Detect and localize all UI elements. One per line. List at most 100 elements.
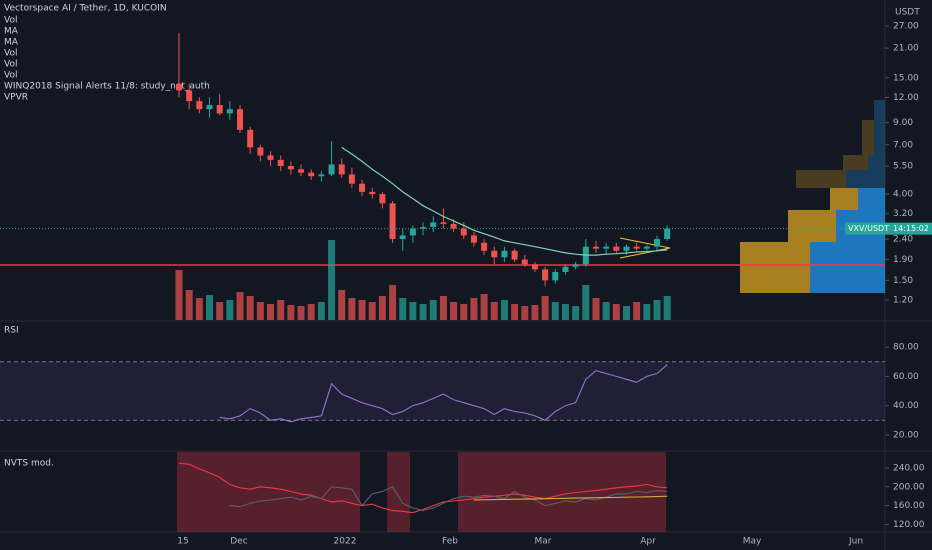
candle-body [603, 246, 610, 249]
candle-body [460, 228, 467, 236]
volume-bar [297, 306, 305, 320]
x-tick-label: Mar [535, 537, 552, 547]
volume-bar [511, 304, 519, 320]
candle-body [653, 239, 660, 247]
candle-body [338, 164, 345, 175]
pane-title: NVTS mod. [4, 459, 54, 469]
price-symbol: VXV/USDT [848, 224, 889, 233]
candle-body [389, 203, 396, 240]
volume-bar [185, 290, 193, 320]
candle-body [267, 155, 274, 160]
candle-body [440, 222, 447, 224]
volume-bar [409, 302, 417, 320]
volume-bar [399, 298, 407, 320]
candle-body [226, 109, 233, 114]
candle-body [430, 222, 437, 228]
volume-bar [460, 304, 468, 320]
volume-bar [622, 306, 630, 320]
candle-body [420, 227, 427, 229]
candle-body [186, 90, 193, 102]
chart-title: Vectorspace AI / Tether, 1D, KUCOIN [4, 4, 167, 14]
volume-bar [500, 300, 508, 320]
y-tick-label: 21.00 [893, 44, 919, 54]
candle-body [542, 269, 549, 281]
pane-title: RSI [4, 326, 19, 336]
rsi-band [0, 361, 885, 421]
legend-entry: MA [4, 38, 19, 48]
legend-entry: Vol [4, 16, 17, 26]
volume-bar [236, 292, 244, 320]
candle-body [572, 264, 579, 267]
candle-body [328, 164, 335, 175]
vpvr-down [810, 242, 885, 293]
candle-body [257, 147, 264, 156]
candle-body [521, 259, 528, 265]
vpvr-down [868, 155, 885, 170]
y-tick-label: 80.00 [893, 343, 919, 353]
volume-bar [633, 302, 641, 320]
legend-entry: Vol [4, 49, 17, 59]
x-tick-label: Jun [848, 537, 863, 547]
volume-bar [541, 296, 549, 320]
moving-average [341, 146, 668, 256]
nvts-region [387, 452, 410, 532]
volume-bar [521, 306, 529, 320]
vpvr [740, 100, 885, 293]
vpvr-up [830, 188, 858, 210]
price-countdown: 14:15:02 [893, 224, 929, 233]
volume-bar [450, 302, 458, 320]
vpvr-up [740, 242, 810, 293]
vpvr-down [874, 100, 885, 155]
legend-entry: Vol [4, 71, 17, 81]
candle-body [491, 250, 498, 258]
y-tick-label: 12.00 [893, 93, 919, 103]
volume-bar [328, 240, 336, 320]
nvts-region [177, 452, 360, 532]
x-tick-label: 15 [177, 537, 188, 547]
candle-body [409, 228, 416, 236]
x-tick-label: Apr [640, 537, 656, 547]
candle-body [359, 183, 366, 192]
candle-body [237, 109, 244, 130]
vpvr-up [796, 170, 846, 188]
indicator-line [229, 486, 668, 511]
volume-bar [246, 296, 254, 320]
y-tick-label: 9.00 [893, 118, 913, 128]
candle-body [481, 242, 488, 251]
y-tick-label: 5.50 [893, 162, 913, 172]
y-tick-label: 120.00 [893, 520, 925, 530]
candle-body [562, 266, 569, 272]
volume-bar [348, 298, 356, 320]
volume-bar [216, 302, 224, 320]
candle-body [613, 246, 620, 251]
vpvr-up [843, 155, 868, 170]
vpvr-up [788, 210, 836, 242]
volume-bar [195, 298, 203, 320]
candle-body [511, 250, 518, 260]
triangle-drawing [619, 237, 671, 259]
volume-bar [531, 305, 539, 320]
volume-bar [592, 298, 600, 320]
volume-bar [338, 290, 346, 320]
candle-body [470, 235, 477, 243]
y-tick-label: 1.20 [893, 295, 913, 305]
candle-body [277, 159, 284, 167]
y-tick-label: 60.00 [893, 372, 919, 382]
x-tick-label: 2022 [334, 537, 357, 547]
indicator-line [219, 364, 668, 423]
candle-body [399, 235, 406, 240]
volume-bar [206, 295, 214, 320]
y-tick-label: 27.00 [893, 22, 919, 32]
candle-body [369, 191, 376, 195]
volume-bar [419, 304, 427, 320]
y-tick-label: 3.20 [893, 209, 913, 219]
legend-entry: MA [4, 27, 19, 37]
candle-body [450, 223, 457, 229]
volume-bar [378, 296, 386, 320]
candle-body [643, 246, 650, 249]
candle-body [501, 250, 508, 258]
volume-bar [287, 305, 295, 320]
volume-bar [551, 302, 559, 320]
